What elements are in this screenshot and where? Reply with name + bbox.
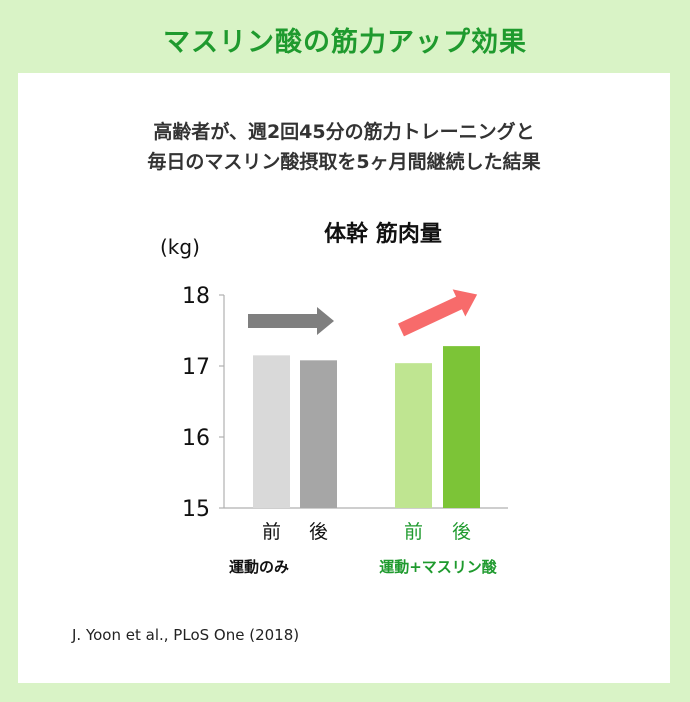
- bar-1-1: [253, 355, 290, 508]
- description-line-1: 高齢者が、週2回45分の筋力トレーニングと: [153, 121, 535, 143]
- description-line-2: 毎日のマスリン酸摂取を5ヶ月間継続した結果: [147, 151, 541, 173]
- page-title: マスリン酸の筋力アップ効果: [163, 27, 527, 58]
- arrow-layer: [248, 289, 478, 337]
- y-tick-label: 16: [182, 426, 210, 451]
- bar-2-1: [395, 363, 432, 508]
- bar-label: 後: [309, 521, 328, 543]
- group-label-exercise-only: 運動のみ: [228, 558, 289, 576]
- y-tick-label: 15: [182, 497, 210, 522]
- y-tick-label: 18: [182, 284, 210, 309]
- citation: J. Yoon et al., PLoS One (2018): [72, 626, 300, 644]
- bar-label: 後: [452, 521, 471, 543]
- bar-label: 前: [404, 521, 423, 543]
- group-label-exercise-maslinic: 運動+マスリン酸: [379, 558, 497, 576]
- bar-2-2: [443, 346, 480, 508]
- bar-layer: [253, 346, 480, 508]
- bar-label: 前: [262, 521, 281, 543]
- trend-arrow-up: [398, 289, 478, 337]
- label-layer: 前後前後: [262, 521, 471, 543]
- chart-title: 体幹 筋肉量: [324, 222, 442, 247]
- bar-1-2: [300, 360, 337, 508]
- chart-panel: 高齢者が、週2回45分の筋力トレーニングと 毎日のマスリン酸摂取を5ヶ月間継続し…: [18, 73, 670, 683]
- y-tick-label: 17: [182, 355, 210, 380]
- trend-arrow-flat: [248, 307, 334, 335]
- bar-chart: 15 16 17 18 前 後 前 後: [182, 284, 508, 543]
- y-axis-unit-label: (kg): [160, 235, 200, 259]
